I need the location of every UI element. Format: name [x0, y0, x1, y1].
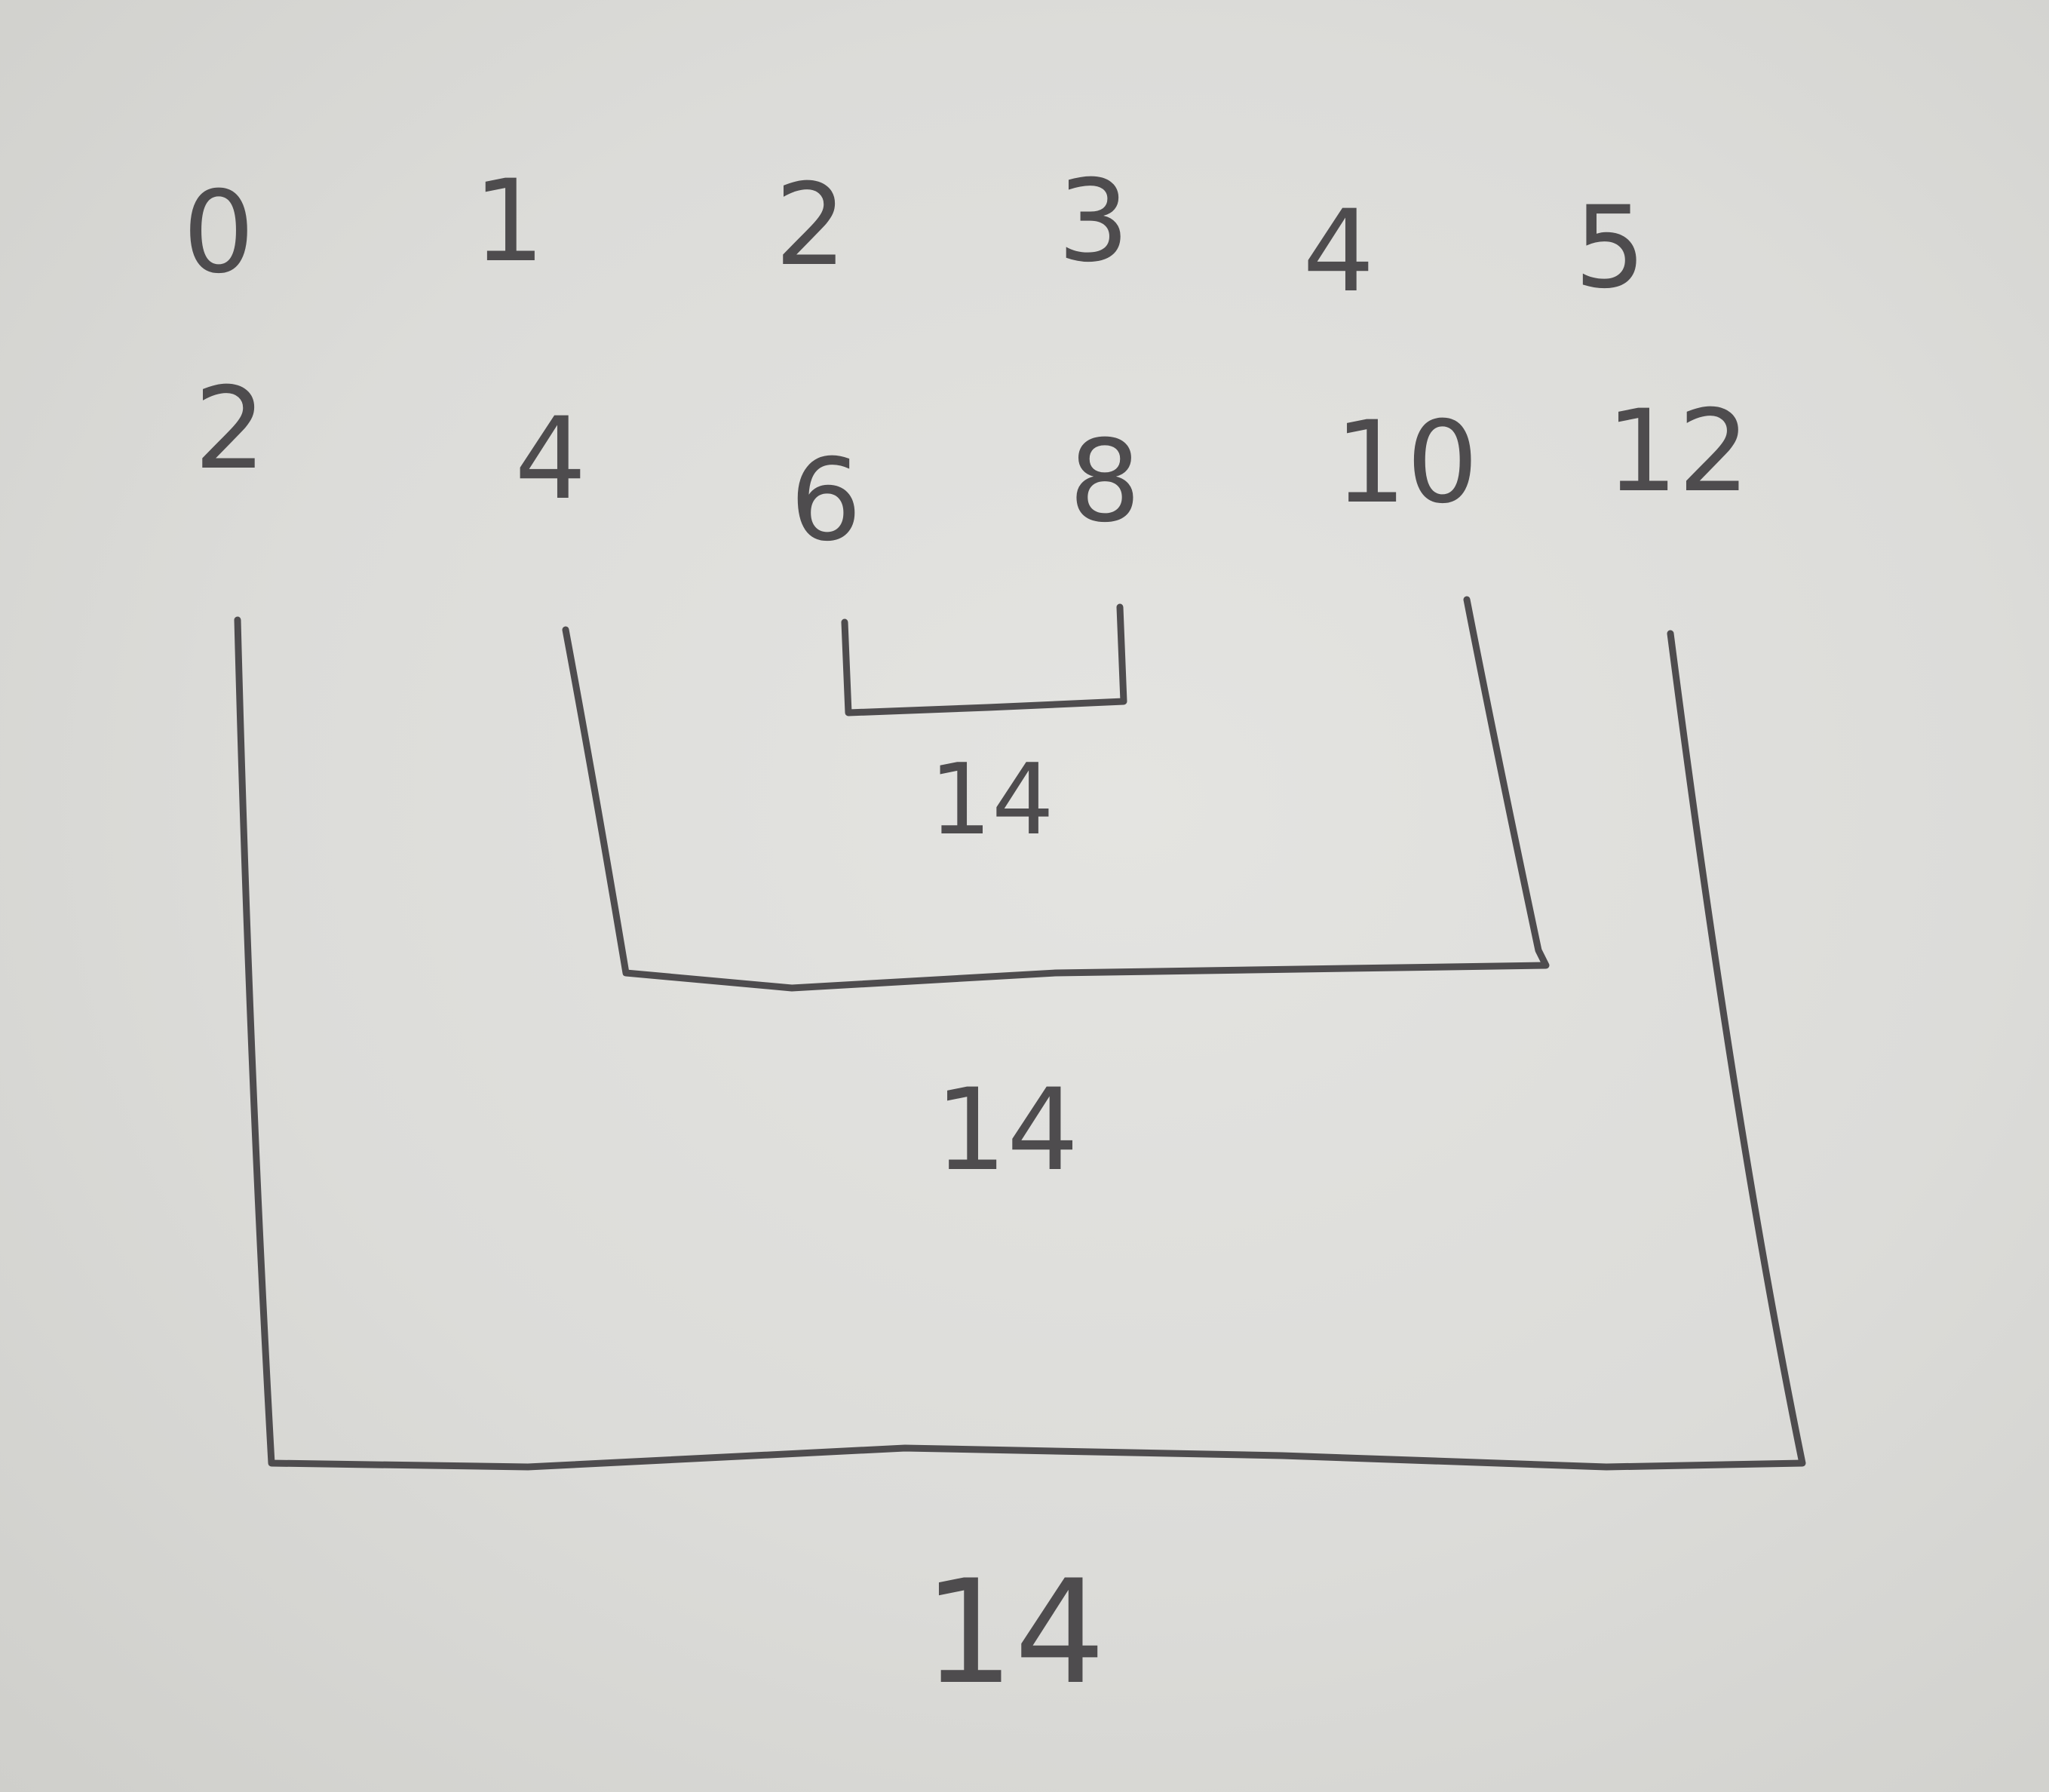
outer-bracket	[234, 616, 1806, 1471]
value-label: 10	[1335, 397, 1479, 529]
inner-bracket	[841, 603, 1127, 716]
middle-sum-label: 14	[935, 1065, 1079, 1196]
index-label: 1	[473, 156, 544, 287]
index-label: 3	[1057, 156, 1129, 287]
value-label: 4	[514, 394, 586, 525]
inner-sum-label: 14	[929, 742, 1054, 857]
value-label: 8	[1069, 416, 1140, 548]
index-label: 0	[183, 167, 254, 299]
index-row: 0 1 2 3 4 5	[183, 156, 1646, 318]
index-label: 5	[1574, 183, 1646, 314]
index-label: 4	[1302, 186, 1374, 318]
outer-sum-label: 14	[923, 1549, 1106, 1716]
value-label: 6	[790, 435, 861, 566]
value-row: 2 4 6 8 10 12	[194, 364, 1750, 566]
value-label: 12	[1606, 386, 1750, 517]
middle-bracket	[562, 596, 1550, 992]
index-label: 2	[775, 160, 846, 291]
value-label: 2	[194, 364, 265, 495]
